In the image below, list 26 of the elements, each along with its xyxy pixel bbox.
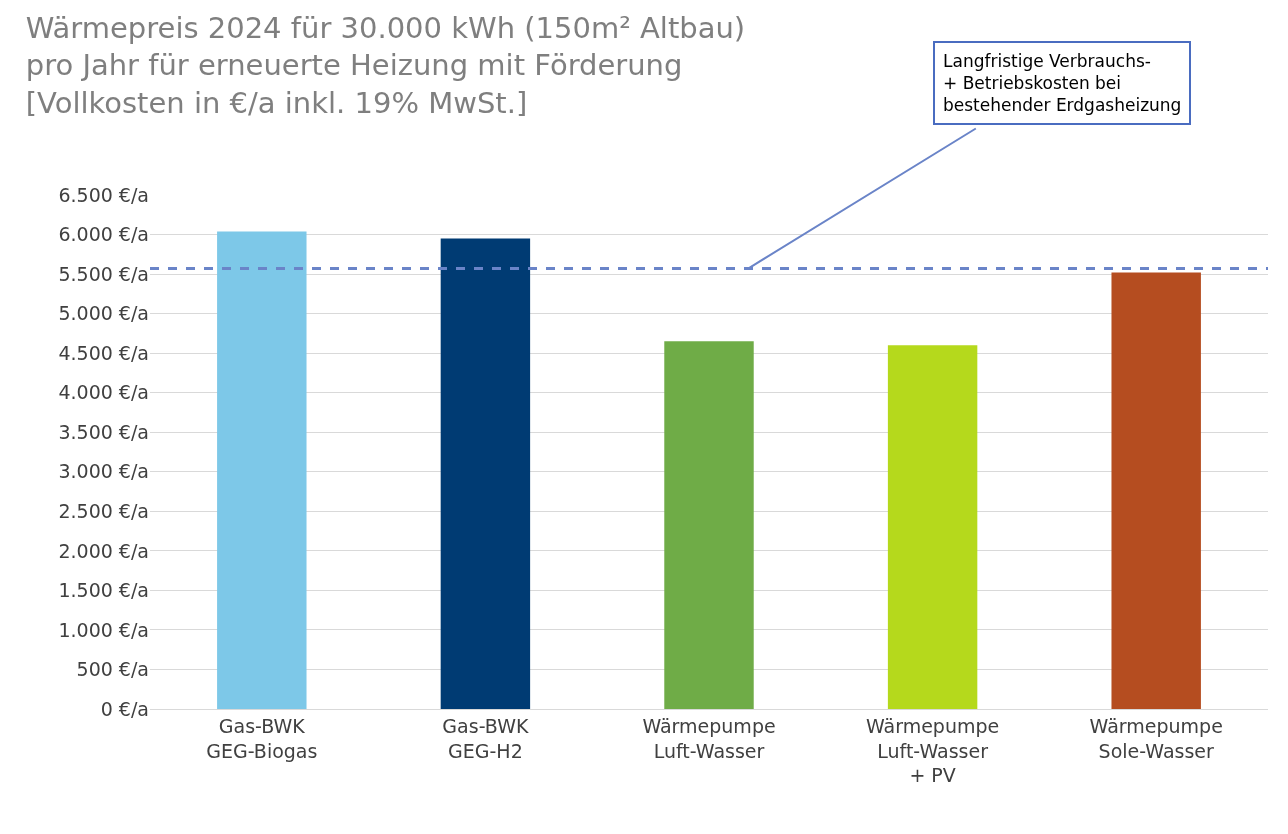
ref-line-label: Langfristige Verbrauchs- + Betriebskosten bei bestehender Erdgasheizung	[943, 51, 1182, 116]
y-tick-label: 1.000 €/a	[58, 618, 149, 641]
x-tick-label: Wärmepumpe Sole-Wasser	[1089, 714, 1223, 762]
y-tick-label: 3.000 €/a	[58, 460, 149, 483]
y-tick-label: 5.000 €/a	[58, 302, 149, 325]
y-tick-label: 2.000 €/a	[58, 539, 149, 562]
x-tick-label: Wärmepumpe Luft-Wasser	[642, 714, 776, 762]
bar	[217, 231, 307, 709]
y-tick-label: 6.500 €/a	[58, 183, 149, 206]
x-tick-label: Gas-BWK GEG-Biogas	[206, 714, 318, 762]
x-tick-label: Gas-BWK GEG-H2	[442, 714, 529, 762]
bar	[887, 345, 978, 709]
y-tick-label: 3.500 €/a	[58, 420, 149, 443]
y-tick-label: 0 €/a	[100, 697, 149, 720]
bar	[440, 238, 531, 709]
y-tick-label: 5.500 €/a	[58, 262, 149, 285]
y-tick-label: 2.500 €/a	[58, 499, 149, 522]
y-tick-label: 4.000 €/a	[58, 381, 149, 404]
y-tick-label: 6.000 €/a	[58, 223, 149, 246]
bar	[664, 341, 754, 709]
y-tick-label: 1.500 €/a	[58, 579, 149, 602]
x-tick-label: Wärmepumpe Luft-Wasser + PV	[865, 714, 1000, 787]
bar	[1111, 272, 1201, 709]
y-tick-label: 4.500 €/a	[58, 341, 149, 364]
chart-title: Wärmepreis 2024 für 30.000 kWh (150m² Altbau) pro Jahr für erneuerte Heizung mit Förderung [Vollkosten in €/a inkl. 19% MwSt.]	[25, 10, 746, 120]
y-tick-label: 500 €/a	[76, 658, 149, 681]
